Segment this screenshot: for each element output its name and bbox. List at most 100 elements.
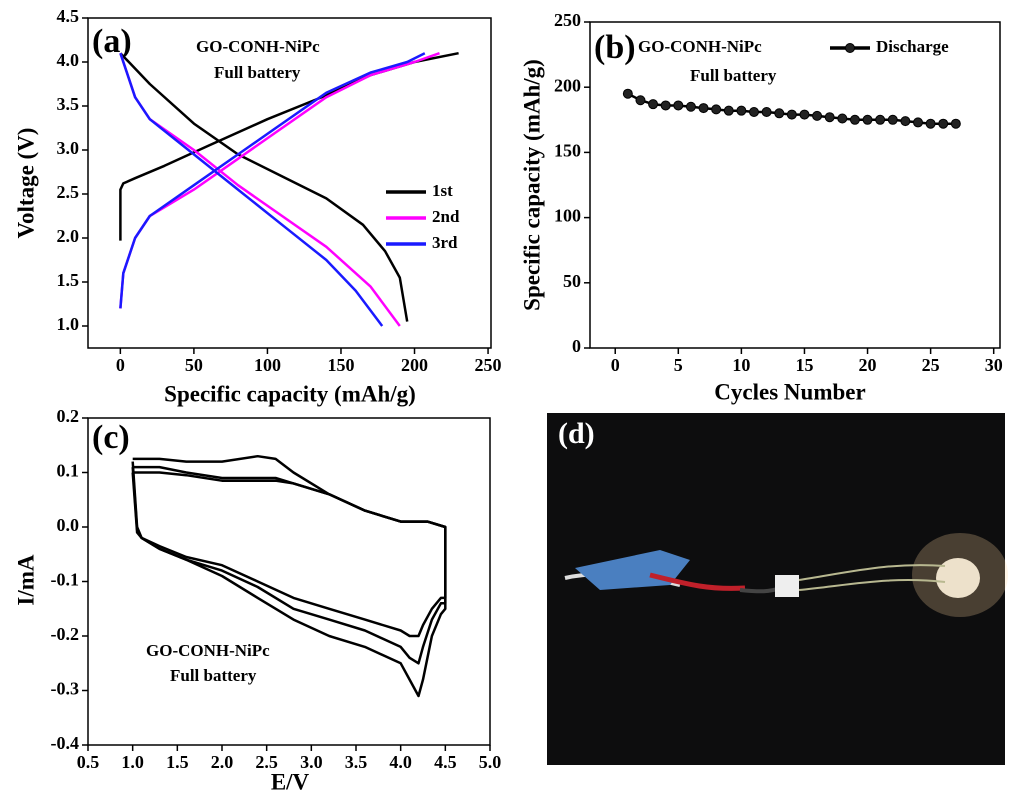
photo: (d) [547, 413, 1008, 765]
legend-label: 3rd [432, 233, 458, 252]
data-point [698, 103, 709, 114]
x-tick-label: 0 [611, 355, 620, 375]
x-tick-label: 15 [795, 355, 813, 375]
annotation: GO-CONH-NiPc [196, 37, 320, 56]
x-axis-title: Cycles Number [714, 379, 865, 404]
data-point [824, 112, 835, 123]
y-tick-label: 0.0 [57, 515, 80, 535]
legend-label: 2nd [432, 207, 460, 226]
data-point [786, 109, 797, 120]
panel-label: (a) [92, 23, 132, 60]
x-tick-label: 30 [985, 355, 1003, 375]
x-tick-label: 4.0 [389, 752, 412, 772]
y-tick-label: 150 [554, 141, 581, 161]
data-point [711, 104, 722, 115]
chart: 0.5 1.0 1.5 2.0 2.5 3.0 3.5 4.0 4.5 5.0 -0.4 -0.3 -0… [13, 406, 501, 794]
y-tick-label: 250 [554, 10, 581, 30]
annotation: Full battery [170, 666, 257, 685]
x-tick-label: 3.0 [300, 752, 323, 772]
series-line [119, 51, 459, 322]
data-point [875, 114, 886, 125]
x-tick-label: 3.5 [345, 752, 368, 772]
data-point [673, 100, 684, 111]
legend-label: 1st [432, 181, 453, 200]
y-tick-label: 0 [572, 336, 581, 356]
data-point [913, 117, 923, 128]
connector [775, 575, 799, 597]
y-axis-title: Voltage (V) [13, 128, 38, 239]
wire [798, 564, 946, 591]
data-point [635, 95, 646, 106]
x-tick-label: 50 [185, 355, 203, 375]
series-line [131, 471, 447, 638]
x-tick-label: 200 [401, 355, 428, 375]
y-tick-label: 3.5 [57, 94, 80, 114]
series-line [119, 52, 426, 327]
plot-frame [589, 21, 1001, 349]
y-tick-label: -0.2 [51, 624, 80, 644]
data-point [950, 118, 961, 129]
data-point [736, 105, 747, 116]
data-point [774, 108, 785, 119]
data-point [837, 113, 848, 124]
data-point [799, 109, 810, 120]
x-tick-label: 250 [475, 355, 502, 375]
data-point [925, 118, 936, 129]
y-tick-label: 1.5 [57, 270, 80, 290]
series-line [119, 52, 440, 327]
x-axis-title: Specific capacity (mAh/g) [164, 381, 416, 406]
annotation: Full battery [214, 63, 301, 82]
x-tick-label: 1.0 [121, 752, 144, 772]
data-point [622, 88, 633, 99]
plot-frame [87, 17, 492, 349]
y-tick-label: 2.5 [57, 182, 80, 202]
x-axis-title: E/V [271, 769, 310, 794]
y-tick-label: 200 [554, 75, 581, 95]
series-line [131, 454, 447, 698]
y-tick-label: 50 [563, 271, 581, 291]
y-tick-label: -0.4 [51, 733, 80, 753]
data-point [862, 114, 873, 125]
led [936, 558, 980, 598]
data-point [648, 99, 659, 110]
data-point [685, 101, 696, 112]
chart: 0 50 100 150 200 250 1.0 1.5 2.0 2.5 3.0 3.5 4.0 4.5 S… [13, 6, 501, 406]
wire [649, 572, 746, 591]
panel-label: (b) [594, 29, 636, 66]
series-line [131, 465, 447, 665]
y-tick-label: 4.5 [57, 6, 80, 26]
data-point [749, 106, 759, 117]
x-tick-label: 25 [922, 355, 940, 375]
panel-label: (d) [558, 417, 595, 450]
x-tick-label: 0.5 [77, 752, 100, 772]
data-point [660, 100, 671, 111]
annotation: Full battery [690, 66, 777, 85]
legend-label: Discharge [876, 37, 949, 56]
data-point [761, 106, 772, 117]
data-point [900, 116, 911, 127]
data-point [887, 114, 898, 125]
y-tick-label: 3.0 [57, 138, 80, 158]
legend-marker [845, 43, 855, 53]
data-point [849, 114, 860, 125]
x-tick-label: 2.5 [255, 752, 278, 772]
y-tick-label: 0.1 [57, 461, 80, 481]
y-tick-label: 1.0 [57, 314, 80, 334]
x-tick-label: 150 [327, 355, 354, 375]
data-point [723, 105, 734, 116]
x-tick-label: 5.0 [479, 752, 502, 772]
x-tick-label: 10 [732, 355, 750, 375]
y-tick-label: -0.1 [51, 570, 80, 590]
chart: 0 5 10 15 20 25 30 0 50 100 150 200 250 Cycles Number… [519, 10, 1002, 404]
x-tick-label: 2.0 [211, 752, 234, 772]
y-tick-label: -0.3 [51, 679, 80, 699]
x-tick-label: 100 [254, 355, 281, 375]
y-tick-label: 100 [554, 206, 581, 226]
x-tick-label: 5 [674, 355, 683, 375]
x-tick-label: 4.5 [434, 752, 457, 772]
annotation: GO-CONH-NiPc [146, 641, 270, 660]
x-tick-label: 1.5 [166, 752, 189, 772]
panel-label: (c) [92, 419, 130, 456]
y-axis-title: I/mA [13, 554, 38, 606]
y-axis-title: Specific capacity (mAh/g) [519, 59, 544, 311]
